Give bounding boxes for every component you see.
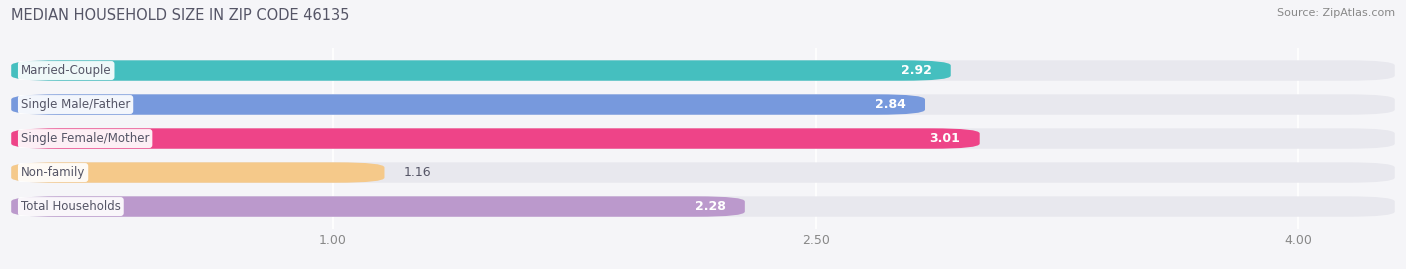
Text: Single Female/Mother: Single Female/Mother: [21, 132, 149, 145]
Text: 3.01: 3.01: [929, 132, 960, 145]
FancyBboxPatch shape: [11, 128, 980, 149]
Text: MEDIAN HOUSEHOLD SIZE IN ZIP CODE 46135: MEDIAN HOUSEHOLD SIZE IN ZIP CODE 46135: [11, 8, 350, 23]
Text: Single Male/Father: Single Male/Father: [21, 98, 131, 111]
Text: Non-family: Non-family: [21, 166, 86, 179]
Text: 2.28: 2.28: [695, 200, 725, 213]
FancyBboxPatch shape: [11, 196, 745, 217]
FancyBboxPatch shape: [11, 60, 1395, 81]
FancyBboxPatch shape: [11, 162, 384, 183]
Text: 2.84: 2.84: [875, 98, 905, 111]
Text: Source: ZipAtlas.com: Source: ZipAtlas.com: [1277, 8, 1395, 18]
Text: 2.92: 2.92: [901, 64, 931, 77]
FancyBboxPatch shape: [11, 128, 1395, 149]
Text: 1.16: 1.16: [404, 166, 432, 179]
FancyBboxPatch shape: [11, 196, 1395, 217]
FancyBboxPatch shape: [11, 94, 1395, 115]
FancyBboxPatch shape: [11, 60, 950, 81]
FancyBboxPatch shape: [11, 94, 925, 115]
Text: Total Households: Total Households: [21, 200, 121, 213]
Text: Married-Couple: Married-Couple: [21, 64, 111, 77]
FancyBboxPatch shape: [11, 162, 1395, 183]
